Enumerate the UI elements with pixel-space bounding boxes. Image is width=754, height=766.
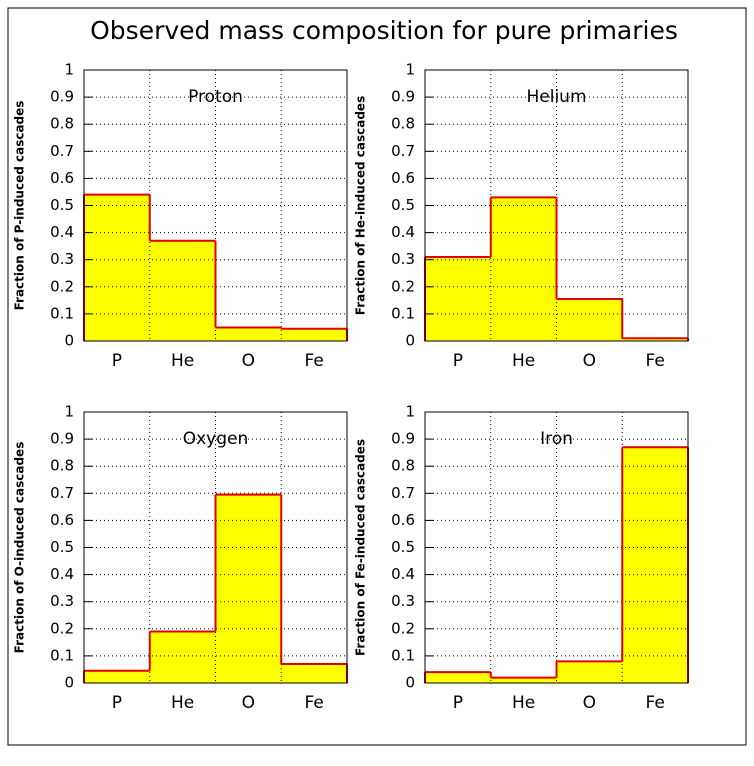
y-tick-label: 0.5 xyxy=(391,196,415,214)
y-tick-label: 0.2 xyxy=(391,619,415,637)
y-tick-label: 1 xyxy=(64,403,74,421)
x-tick-label: He xyxy=(512,351,535,371)
panel-title: Proton xyxy=(188,87,243,107)
y-axis-label: Fraction of P-induced cascades xyxy=(13,101,27,311)
panel: 0 0.1 0.2 0.3 0.4 0.5 0.6 0.7 0.8 0.9 1 P He O Fe Fract… xyxy=(13,403,348,713)
x-tick-label: He xyxy=(171,693,194,713)
bar xyxy=(556,661,623,683)
x-tick-label: Fe xyxy=(645,351,664,371)
x-tick-label: O xyxy=(242,351,255,371)
bar xyxy=(622,338,688,341)
x-tick-label: O xyxy=(583,693,596,713)
bar xyxy=(425,256,491,341)
bar xyxy=(149,240,216,341)
panel-title: Oxygen xyxy=(183,429,249,449)
y-tick-label: 0.6 xyxy=(391,511,415,529)
y-tick-label: 0.5 xyxy=(50,538,74,556)
bar xyxy=(215,327,282,341)
y-tick-label: 0.1 xyxy=(50,304,74,322)
y-tick-label: 0 xyxy=(405,332,415,350)
x-tick-label: P xyxy=(112,693,122,713)
y-tick-label: 1 xyxy=(405,61,415,79)
bar xyxy=(556,298,623,341)
bar xyxy=(149,631,216,683)
y-tick-label: 0.7 xyxy=(391,484,415,502)
bar xyxy=(281,664,347,683)
y-tick-label: 0.4 xyxy=(50,565,74,583)
y-tick-label: 0.2 xyxy=(50,277,74,295)
y-tick-label: 0.3 xyxy=(50,250,74,268)
y-tick-label: 0.4 xyxy=(391,223,415,241)
x-tick-label: O xyxy=(583,351,596,371)
y-tick-label: 0.8 xyxy=(391,115,415,133)
y-tick-label: 0 xyxy=(64,332,74,350)
y-tick-label: 0.7 xyxy=(50,142,74,160)
y-tick-label: 0.2 xyxy=(391,277,415,295)
y-axis-label: Fraction of He-induced cascades xyxy=(354,96,368,315)
y-tick-label: 0.1 xyxy=(50,646,74,664)
y-tick-label: 0.9 xyxy=(50,430,74,448)
panel: 0 0.1 0.2 0.3 0.4 0.5 0.6 0.7 0.8 0.9 1 P He O Fe Fract… xyxy=(354,403,689,713)
y-tick-label: 0.3 xyxy=(391,250,415,268)
y-tick-label: 0.9 xyxy=(391,430,415,448)
x-tick-label: O xyxy=(242,693,255,713)
x-tick-label: He xyxy=(512,693,535,713)
y-tick-label: 0.8 xyxy=(50,115,74,133)
y-tick-label: 1 xyxy=(64,61,74,79)
x-tick-label: P xyxy=(453,693,463,713)
y-tick-label: 0.4 xyxy=(391,565,415,583)
y-tick-label: 0.5 xyxy=(50,196,74,214)
x-tick-label: Fe xyxy=(304,693,323,713)
y-tick-label: 0.3 xyxy=(391,592,415,610)
x-tick-label: Fe xyxy=(645,693,664,713)
y-tick-label: 0.5 xyxy=(391,538,415,556)
x-tick-label: Fe xyxy=(304,351,323,371)
y-tick-label: 0.6 xyxy=(50,511,74,529)
y-tick-label: 0.9 xyxy=(50,88,74,106)
bar xyxy=(84,670,150,683)
y-tick-label: 0.6 xyxy=(50,169,74,187)
y-tick-label: 0.1 xyxy=(391,304,415,322)
x-tick-label: P xyxy=(453,351,463,371)
bar xyxy=(490,197,557,341)
y-tick-label: 0.7 xyxy=(50,484,74,502)
figure-title: Observed mass composition for pure prima… xyxy=(90,16,678,45)
bar xyxy=(84,194,150,341)
y-tick-label: 0.4 xyxy=(50,223,74,241)
y-tick-label: 0.8 xyxy=(50,457,74,475)
y-tick-label: 0.1 xyxy=(391,646,415,664)
y-tick-label: 0.3 xyxy=(50,592,74,610)
y-tick-label: 1 xyxy=(405,403,415,421)
y-tick-label: 0.2 xyxy=(50,619,74,637)
figure-frame xyxy=(7,7,747,746)
panel-title: Helium xyxy=(526,87,586,107)
x-tick-label: P xyxy=(112,351,122,371)
x-tick-label: He xyxy=(171,351,194,371)
y-tick-label: 0.7 xyxy=(391,142,415,160)
y-tick-label: 0.6 xyxy=(391,169,415,187)
bar xyxy=(622,447,688,683)
bar xyxy=(281,328,347,341)
bar xyxy=(425,672,491,683)
panel-title: Iron xyxy=(540,429,573,449)
bar xyxy=(490,677,557,683)
y-axis-label: Fraction of Fe-induced cascades xyxy=(354,439,368,656)
panel: 0 0.1 0.2 0.3 0.4 0.5 0.6 0.7 0.8 0.9 1 P He O Fe Fract… xyxy=(13,61,348,371)
y-tick-label: 0 xyxy=(405,674,415,692)
y-axis-label: Fraction of O-induced cascades xyxy=(13,442,27,654)
y-tick-label: 0.9 xyxy=(391,88,415,106)
bar xyxy=(215,494,282,683)
y-tick-label: 0 xyxy=(64,674,74,692)
panel: 0 0.1 0.2 0.3 0.4 0.5 0.6 0.7 0.8 0.9 1 P He O Fe Fract… xyxy=(354,61,689,371)
y-tick-label: 0.8 xyxy=(391,457,415,475)
